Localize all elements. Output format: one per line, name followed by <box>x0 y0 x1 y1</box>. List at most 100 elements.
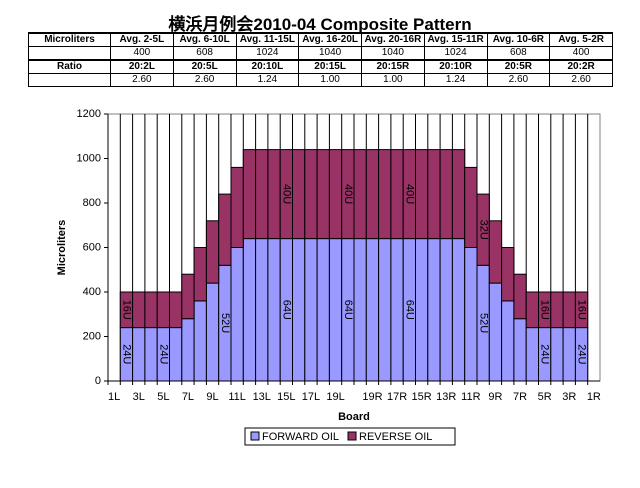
x-axis-title: Board <box>338 411 370 423</box>
bar-segment <box>292 238 306 382</box>
table-cell: Avg. 10-6R <box>486 32 551 47</box>
bar-segment <box>304 238 318 382</box>
table-cell: 2.60 <box>549 73 613 87</box>
x-tick-label: 9L <box>206 391 218 403</box>
bar-segment <box>365 238 380 382</box>
x-tick-label: 11R <box>461 391 480 403</box>
y-tick-label: 200 <box>83 330 101 342</box>
bar-segment <box>439 238 453 382</box>
row-label <box>28 73 111 87</box>
bar-segment <box>390 149 404 240</box>
bar-segment <box>205 220 220 284</box>
y-tick-label: 1200 <box>77 108 101 120</box>
x-tick-label: 19L <box>326 391 344 403</box>
bar-segment <box>328 238 343 382</box>
x-tick-label: 1L <box>108 391 120 403</box>
x-tick-label: 19R <box>362 391 382 403</box>
bar-segment <box>378 149 392 240</box>
bar-segment <box>316 238 330 382</box>
bar-segment <box>181 273 195 320</box>
table-row: 2.60 2.60 1.24 1.00 1.00 1.24 2.60 2.60 <box>28 73 613 87</box>
summary-table: Microliters Avg. 2-5L Avg. 6-10L Avg. 11-15… <box>28 32 613 87</box>
bar-segment <box>230 166 244 248</box>
bar-segment <box>181 318 195 382</box>
x-tick-label: 17R <box>387 391 407 403</box>
bar-segment <box>390 238 404 382</box>
bar-segment <box>513 273 527 320</box>
data-label: 32U <box>477 220 489 240</box>
bar-segment <box>451 238 466 382</box>
legend-label: REVERSE OIL <box>359 431 432 443</box>
bar-segment <box>267 238 281 382</box>
table-row: Microliters Avg. 2-5L Avg. 6-10L Avg. 11-15… <box>28 32 613 47</box>
bar-segment <box>488 282 503 382</box>
table-row: Ratio 20:2L 20:5L 20:10L 20:15L 20:15R 20:10R 2… <box>28 59 613 74</box>
bar-segment <box>525 291 540 329</box>
x-tick-label: 7L <box>182 391 194 403</box>
table-cell: Avg. 15-11R <box>423 32 488 47</box>
bar-segment <box>255 238 269 382</box>
legend-swatch <box>347 431 357 441</box>
bar-segment <box>427 238 441 382</box>
x-tick-label: 5L <box>157 391 169 403</box>
bar-segment <box>513 318 527 382</box>
bar-segment <box>132 327 146 382</box>
table-cell: Avg. 11-15L <box>235 32 300 47</box>
table-cell: 1.00 <box>298 73 362 87</box>
bar-segment <box>501 300 515 382</box>
x-tick-label: 3R <box>562 391 576 403</box>
x-tick-label: 7R <box>513 391 527 403</box>
data-label: 64U <box>342 300 354 320</box>
x-tick-label: 15L <box>277 391 295 403</box>
legend: FORWARD OIL REVERSE OIL <box>244 427 456 446</box>
x-tick-label: 13L <box>253 391 271 403</box>
data-label: 64U <box>280 300 292 320</box>
table-cell: Avg. 2-5L <box>110 32 174 47</box>
legend-swatch <box>250 431 260 441</box>
data-label: 24U <box>539 344 551 364</box>
table-cell: 1.00 <box>361 73 425 87</box>
bar-segment <box>255 149 269 240</box>
bar-segment <box>525 327 540 382</box>
bar-segment <box>169 291 183 329</box>
bar-segment <box>550 327 564 382</box>
data-label: 16U <box>576 300 588 320</box>
bar-segment <box>574 291 589 329</box>
bar-segment <box>550 291 564 329</box>
bar-segment <box>488 220 503 284</box>
x-tick-label: 17L <box>302 391 320 403</box>
bar-segment <box>451 149 466 240</box>
table-cell: 1024 <box>235 46 300 61</box>
data-label: 40U <box>280 184 292 204</box>
bar-segment <box>267 149 281 240</box>
y-tick-label: 1000 <box>77 152 101 164</box>
bar-segment <box>193 300 207 382</box>
data-label: 52U <box>219 313 231 333</box>
bar-segment <box>464 166 478 248</box>
y-axis-title: Microliters <box>56 220 68 276</box>
bar-segment <box>316 149 330 240</box>
y-tick-label: 0 <box>95 375 101 387</box>
data-label: 40U <box>403 184 415 204</box>
data-label: 24U <box>157 344 169 364</box>
data-label: 52U <box>477 313 489 333</box>
table-cell: 1.24 <box>235 73 300 87</box>
bar-segment <box>365 149 380 240</box>
bar-segment <box>169 327 183 382</box>
bar-segment <box>144 327 158 382</box>
y-tick-label: 800 <box>83 197 101 209</box>
table-cell: 1.24 <box>423 73 488 87</box>
table-cell: 400 <box>549 46 613 61</box>
bar-segment <box>156 291 170 329</box>
data-label: 16U <box>121 300 133 320</box>
y-tick-label: 600 <box>83 241 101 253</box>
row-label <box>28 46 111 61</box>
table-cell: 1040 <box>361 46 425 61</box>
data-label: 16U <box>539 300 551 320</box>
bar-segment <box>218 193 232 266</box>
y-tick-label: 400 <box>83 286 101 298</box>
bar-segment <box>242 238 257 382</box>
legend-label: FORWARD OIL <box>262 431 339 443</box>
bar-segment <box>427 149 441 240</box>
bar-segment <box>562 327 576 382</box>
